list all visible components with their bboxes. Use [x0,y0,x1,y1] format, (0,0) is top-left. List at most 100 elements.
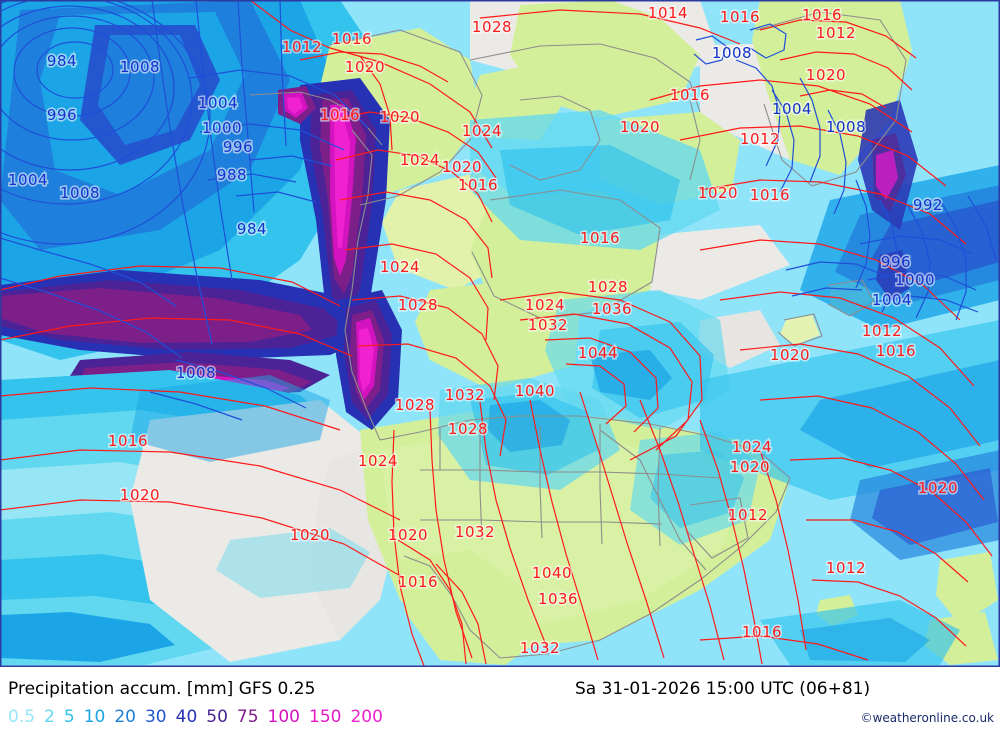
isobar-label-halo: 1016 [108,432,148,450]
scale-level-10[interactable]: 10 [83,707,106,727]
isobar-label-halo: 1008 [176,364,216,382]
isobar-label-halo: 1020 [120,486,160,504]
scale-level-75[interactable]: 75 [236,707,259,727]
isobar-label-halo: 1016 [458,176,498,194]
isobar-label: 1020 [120,486,160,504]
isobar-label-halo: 1020 [918,479,958,497]
isobar-label: 1024 [358,452,398,470]
isobar-label-halo: 1024 [358,452,398,470]
scale-level-20[interactable]: 20 [114,707,136,727]
scale-level-40[interactable]: 40 [175,707,198,727]
isobar-label-halo: 1024 [462,122,502,140]
scale-level-200[interactable]: 200 [350,707,383,727]
scale-level-50[interactable]: 50 [206,707,228,727]
isobar-label-halo: 1024 [525,296,565,314]
isobar-label-halo: 1008 [120,58,160,76]
isobar-label-halo: 1028 [588,278,628,296]
scale-level-30[interactable]: 30 [144,707,167,727]
isobar-label-halo: 1020 [442,158,482,176]
valid-time: Sa 31-01-2026 15:00 UTC (06+81) [575,679,871,699]
scale-level-5[interactable]: 5 [63,707,75,727]
isobar-label-halo: 1016 [580,229,620,247]
isobar-label-halo: 996 [881,253,911,271]
isobar-label: 1028 [398,296,438,314]
isobar-label: 1012 [816,24,856,42]
isobar-label-halo: 1016 [742,623,782,641]
isobar-label: 1016 [750,186,790,204]
isobar-label: 1020 [290,526,330,544]
isobar-label-halo: 1020 [770,346,810,364]
isobar-label: 1024 [400,151,440,169]
isobar-label-halo: 1004 [8,171,48,189]
precipitation-map[interactable]: 984 984 996 996 1004 1004 1008 1008 984 984 1008 10… [0,0,1000,667]
isobar-label-halo: 988 [217,166,247,184]
isobar-label-halo: 1016 [332,30,372,48]
isobar-label-halo: 1016 [398,573,438,591]
isobar-label-halo: 1036 [538,590,578,608]
isobar-label-halo: 1020 [806,66,846,84]
isobar-label: 1020 [770,346,810,364]
isobar-label-halo: 1032 [455,523,495,541]
isobar-label: 1020 [345,58,385,76]
precip-coastal-heavy [278,78,402,430]
isobar-label: 984 [237,220,267,238]
isobar-label: 1036 [592,300,632,318]
isobar-label-halo: 1004 [198,94,238,112]
map-canvas: 9849849969961004100410081008984984100810… [0,0,1000,667]
isobar-label: 1004 [8,171,48,189]
isobar-label: 1008 [712,44,752,62]
scale-level-2[interactable]: 2 [44,707,55,727]
precip-mid-pacific [130,375,370,598]
scale-level-100[interactable]: 100 [267,707,300,727]
isobar-label: 1012 [862,322,902,340]
isobar-label: 1008 [60,184,100,202]
isobar-label-halo: 1020 [730,458,770,476]
isobar-label-halo: 1020 [388,526,428,544]
isobar-label: 1028 [448,420,488,438]
isobar-label: 1020 [620,118,660,136]
isobar-label-halo: 1000 [202,119,242,137]
isobar-label-halo: 1012 [740,130,780,148]
precip-shading-pacific [0,0,390,665]
isobar-label: 1016 [332,30,372,48]
isobar-label: 1000 [202,119,242,137]
isobar-label: 1004 [772,100,812,118]
isobar-label-halo: 1004 [772,100,812,118]
isobar-label-halo: 1024 [380,258,420,276]
isobar-label-halo: 1024 [732,438,772,456]
isobars-low [0,0,997,421]
isobar-label: 1044 [578,344,618,362]
isobar-label: 1014 [648,4,688,22]
isobar-label: 1024 [380,258,420,276]
isobar-label: 1028 [395,396,435,414]
isobar-label-halo: 1020 [290,526,330,544]
isobar-label-halo: 1032 [445,386,485,404]
isobar-label: 996 [881,253,911,271]
isobar-label-halo: 1012 [862,322,902,340]
isobar-label: 1032 [445,386,485,404]
isobar-label: 1012 [740,130,780,148]
isobar-label-halo: 1008 [826,118,866,136]
isobar-label: 996 [223,138,253,156]
isobar-label-halo: 1020 [620,118,660,136]
isobar-label: 1020 [806,66,846,84]
isobar-label: 996 [47,106,77,124]
isobar-label: 1016 [876,342,916,360]
isobar-label: 1020 [918,479,958,497]
isobar-label-halo: 1020 [345,58,385,76]
isobar-label-halo: 992 [913,196,943,214]
isobar-label-halo: 1020 [380,108,420,126]
isobar-label: 1040 [515,382,555,400]
isobar-label-halo: 1024 [400,151,440,169]
isobar-label-halo: 1012 [282,38,322,56]
map-footer: Precipitation accum. [mm] GFS 0.25 Sa 31… [0,667,1000,733]
scale-level-0.5[interactable]: 0.5 [8,707,36,727]
isobar-label: 1012 [728,506,768,524]
precip-color-scale[interactable]: 0.5 2 5 10 20 30 40 50 75 100 150 200 [8,707,392,727]
isobar-label: 1016 [670,86,710,104]
isobar-label: 1004 [872,291,912,309]
isobars-high [0,0,993,667]
isobar-label-halo: 1020 [698,184,738,202]
isobar-label-halo: 1032 [528,316,568,334]
scale-level-150[interactable]: 150 [309,707,342,727]
